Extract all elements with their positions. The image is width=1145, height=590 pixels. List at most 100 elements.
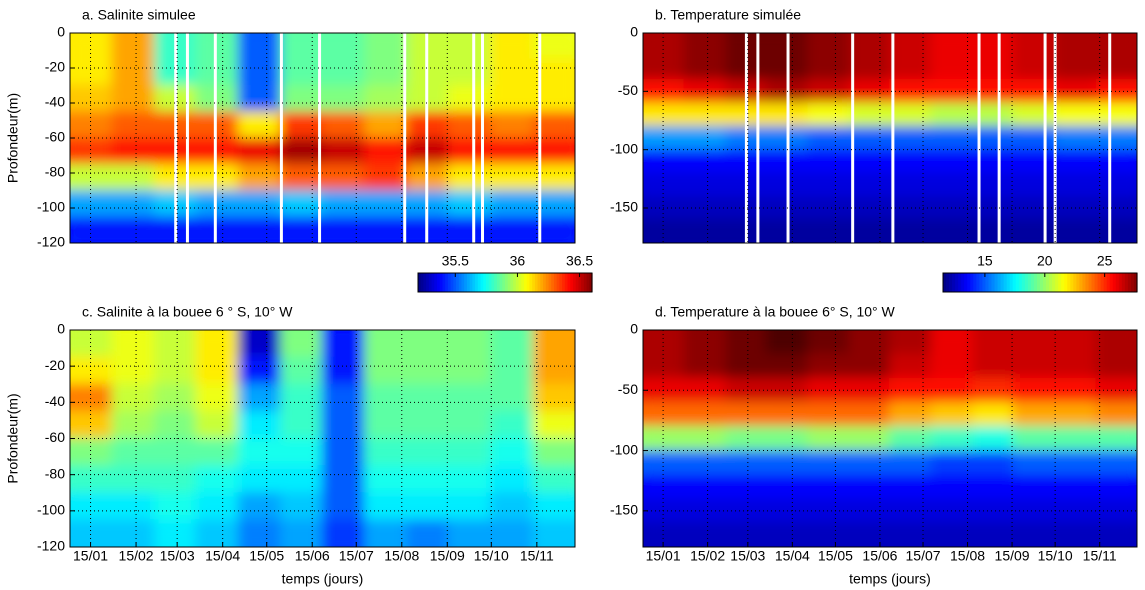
- colorbar-swatch: [1094, 273, 1099, 292]
- cell: [321, 58, 365, 86]
- colorbar-swatch: [426, 273, 430, 292]
- cell: [1054, 55, 1097, 81]
- cell: [972, 474, 1015, 500]
- panel-title: a. Salinite simulee: [82, 7, 196, 23]
- cell: [237, 492, 281, 521]
- cell: [321, 190, 365, 218]
- cell: [930, 33, 973, 57]
- cell: [765, 377, 808, 403]
- colorbar-swatch: [985, 273, 990, 292]
- cell: [111, 519, 155, 547]
- cell: [70, 465, 113, 494]
- cell: [889, 330, 932, 355]
- cell: [848, 330, 891, 355]
- cell: [490, 330, 534, 358]
- colorbar-swatch: [946, 273, 950, 292]
- cell: [490, 190, 534, 218]
- cell: [447, 190, 491, 218]
- cell: [848, 55, 891, 81]
- cell: [683, 33, 726, 57]
- colorbar-swatch: [1006, 273, 1011, 292]
- cell: [807, 33, 850, 57]
- cell: [1095, 55, 1137, 81]
- cell: [1095, 522, 1137, 547]
- cell: [765, 330, 808, 355]
- colorbar-swatch: [1097, 273, 1102, 292]
- cell: [237, 330, 281, 358]
- cell: [237, 58, 281, 86]
- cell: [111, 190, 155, 218]
- colorbar-tick-label: 36.5: [566, 253, 593, 269]
- cell: [532, 465, 575, 494]
- cell: [807, 79, 850, 104]
- cell: [532, 438, 575, 467]
- cell: [447, 465, 491, 494]
- cell: [406, 465, 450, 494]
- colorbar-swatch: [1100, 273, 1105, 292]
- cell: [765, 450, 808, 476]
- cell: [725, 425, 768, 452]
- x-tick-label: 15/10: [474, 548, 509, 564]
- cell: [490, 383, 534, 412]
- cell: [490, 163, 534, 191]
- cell: [280, 356, 324, 385]
- cell: [111, 137, 155, 165]
- cell: [1095, 195, 1137, 221]
- colorbar-swatch: [1024, 273, 1029, 292]
- colorbar-swatch: [988, 273, 993, 292]
- cell: [930, 125, 973, 151]
- cell: [1012, 102, 1055, 127]
- cell: [889, 102, 932, 127]
- cell: [889, 125, 932, 151]
- cell: [447, 58, 491, 86]
- cell: [848, 219, 891, 243]
- cell: [889, 55, 932, 81]
- cell: [447, 163, 491, 191]
- colorbar-swatch: [955, 273, 959, 292]
- cell: [765, 353, 808, 379]
- colorbar-swatch: [1055, 273, 1059, 292]
- colorbar-swatch: [1009, 273, 1014, 292]
- cell: [807, 401, 850, 427]
- x-tick-label: 15/01: [646, 548, 681, 564]
- colorbar-swatch: [418, 273, 422, 292]
- colorbar-swatch: [488, 273, 493, 292]
- cell: [683, 149, 726, 174]
- colorbar-swatch: [1058, 273, 1062, 292]
- x-tick-label: 15/05: [818, 548, 853, 564]
- colorbar-swatch: [537, 273, 541, 292]
- colorbar-swatch: [559, 273, 563, 292]
- colorbar-swatch: [964, 273, 968, 292]
- colorbar-swatch: [534, 273, 539, 292]
- colorbar-swatch: [564, 273, 569, 292]
- cell: [1095, 79, 1137, 104]
- cell: [1095, 401, 1137, 427]
- y-tick-label: 0: [630, 24, 638, 40]
- cell: [321, 163, 365, 191]
- cell: [683, 79, 726, 104]
- cell: [406, 492, 450, 521]
- colorbar-swatch: [991, 273, 996, 292]
- x-tick-label: 15/05: [249, 548, 284, 564]
- cell: [364, 410, 408, 439]
- cell: [490, 465, 534, 494]
- cell: [765, 498, 808, 524]
- colorbar-swatch: [1036, 273, 1041, 292]
- cell: [889, 522, 932, 547]
- colorbar-tick-label: 20: [1037, 253, 1053, 269]
- colorbar-swatch: [1018, 273, 1023, 292]
- colorbar-swatch: [496, 273, 501, 292]
- cell: [447, 330, 491, 358]
- x-tick-label: 15/02: [119, 548, 154, 564]
- colorbar-frame: [417, 272, 593, 293]
- cell: [154, 465, 198, 494]
- cell: [532, 492, 575, 521]
- y-tick-label: -40: [45, 393, 65, 409]
- cell: [154, 492, 198, 521]
- colorbar-swatch: [1040, 273, 1044, 292]
- cell: [848, 33, 891, 57]
- colorbar-swatch: [1012, 273, 1017, 292]
- cell: [237, 33, 281, 60]
- cell: [1054, 33, 1097, 57]
